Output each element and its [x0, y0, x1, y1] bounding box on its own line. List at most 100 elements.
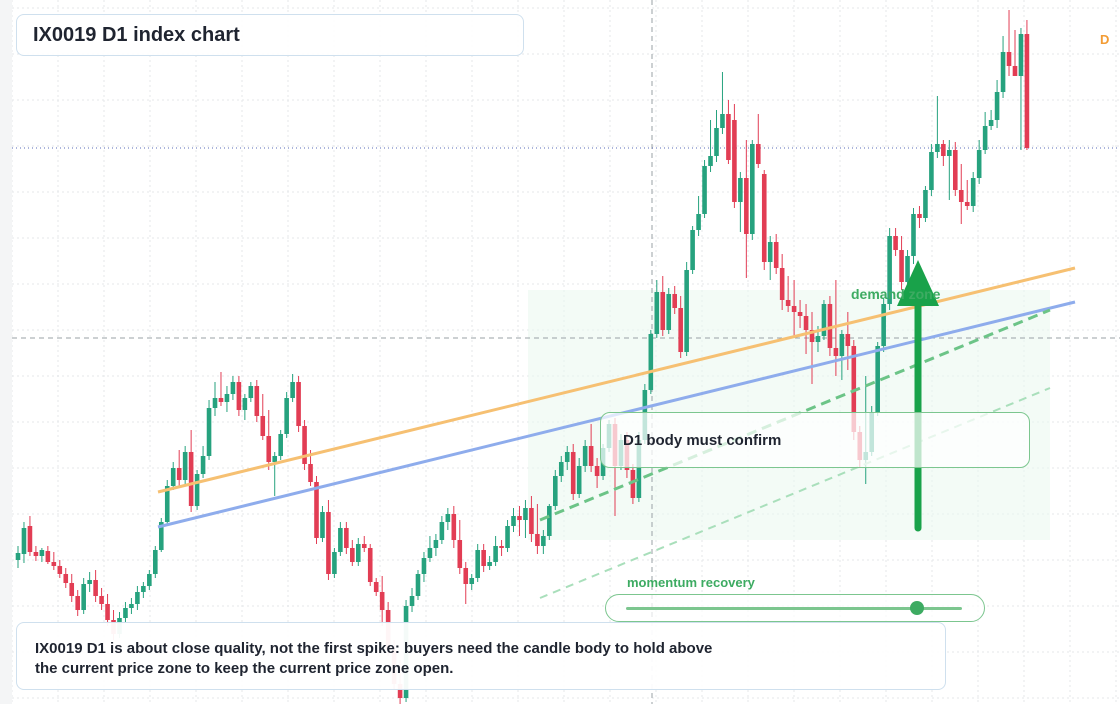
- candle: [1006, 10, 1012, 76]
- candle: [344, 522, 349, 554]
- candle-body: [266, 436, 272, 462]
- candle: [827, 296, 833, 356]
- candle-body: [553, 476, 558, 506]
- candle-body: [493, 546, 498, 562]
- candle-body: [51, 562, 57, 566]
- momentum-slider[interactable]: [605, 594, 985, 622]
- candle-body: [224, 394, 230, 402]
- candle: [929, 144, 934, 196]
- candle: [379, 576, 385, 626]
- candle: [75, 590, 80, 616]
- candle: [1018, 28, 1024, 150]
- momentum-knob[interactable]: [909, 601, 924, 615]
- candle: [570, 444, 576, 500]
- candle: [373, 578, 379, 596]
- candle: [523, 500, 528, 538]
- candle-body: [576, 466, 582, 494]
- candle-body: [582, 446, 588, 466]
- candle-body: [648, 334, 654, 390]
- candle: [451, 506, 457, 548]
- candle: [81, 578, 86, 614]
- candle-body: [803, 316, 809, 330]
- timeframe-badge[interactable]: D: [1100, 32, 1110, 47]
- candle-body: [135, 592, 140, 604]
- candle: [917, 206, 922, 228]
- candle-body: [158, 522, 164, 550]
- candle-body: [99, 596, 104, 604]
- candle: [129, 598, 134, 614]
- candle-body: [248, 386, 254, 398]
- candle-body: [732, 120, 737, 202]
- candle-body: [517, 516, 522, 520]
- candle: [696, 196, 701, 236]
- candle: [738, 172, 743, 232]
- candle-body: [1024, 34, 1030, 148]
- candle-body: [445, 514, 451, 522]
- candle: [708, 120, 713, 172]
- candle: [726, 100, 731, 164]
- candle-body: [827, 304, 833, 348]
- candle-body: [409, 596, 415, 606]
- candle-body: [839, 334, 845, 356]
- candle: [791, 280, 797, 336]
- candle: [982, 112, 988, 154]
- candle-body: [523, 508, 528, 520]
- candle: [976, 140, 982, 184]
- candle: [206, 400, 212, 460]
- candle-body: [970, 178, 976, 206]
- candle-body: [123, 608, 128, 618]
- candle: [588, 424, 594, 472]
- candle-body: [284, 398, 289, 434]
- candle-body: [105, 604, 110, 620]
- candle-body: [194, 474, 200, 506]
- chart-title: IX0019 D1 index chart: [33, 23, 240, 46]
- candle-body: [821, 304, 827, 336]
- momentum-label: momentum recovery: [627, 575, 755, 590]
- candle-body: [797, 312, 803, 316]
- candle-body: [761, 174, 767, 262]
- candle: [1000, 36, 1006, 98]
- candle: [290, 374, 295, 402]
- candle: [541, 530, 546, 554]
- candles-layer: [15, 10, 1030, 704]
- candle: [45, 546, 51, 564]
- candle-body: [893, 236, 898, 250]
- candle-body: [33, 552, 39, 556]
- candle-body: [929, 152, 934, 190]
- candle: [266, 410, 272, 470]
- candle: [39, 548, 45, 562]
- candle: [947, 140, 952, 200]
- candle: [57, 560, 63, 578]
- candle-body: [690, 230, 695, 270]
- candle-body: [147, 574, 152, 586]
- candle: [779, 254, 785, 310]
- candle: [714, 110, 719, 162]
- candle-body: [720, 114, 725, 128]
- candle-body: [726, 114, 731, 160]
- candle: [87, 572, 92, 592]
- candle-body: [535, 534, 540, 546]
- candle: [439, 516, 445, 544]
- candle-body: [451, 514, 457, 540]
- candle-body: [541, 536, 546, 546]
- candle: [964, 180, 970, 210]
- candle-body: [809, 330, 815, 342]
- candle-body: [779, 268, 785, 300]
- candle-body: [899, 250, 904, 282]
- candle: [260, 394, 266, 440]
- candle-body: [636, 440, 642, 498]
- candle: [99, 588, 104, 610]
- candle: [750, 140, 755, 240]
- candle-body: [39, 550, 45, 556]
- candle-body: [355, 544, 361, 562]
- candle: [935, 96, 940, 158]
- candle-body: [672, 294, 677, 308]
- candle-body: [69, 583, 75, 596]
- candle-body: [917, 214, 922, 218]
- candle: [809, 312, 815, 384]
- candle-body: [935, 144, 940, 152]
- candle: [732, 104, 737, 208]
- candle-body: [439, 522, 445, 540]
- candle-body: [594, 466, 600, 476]
- candle: [893, 228, 898, 256]
